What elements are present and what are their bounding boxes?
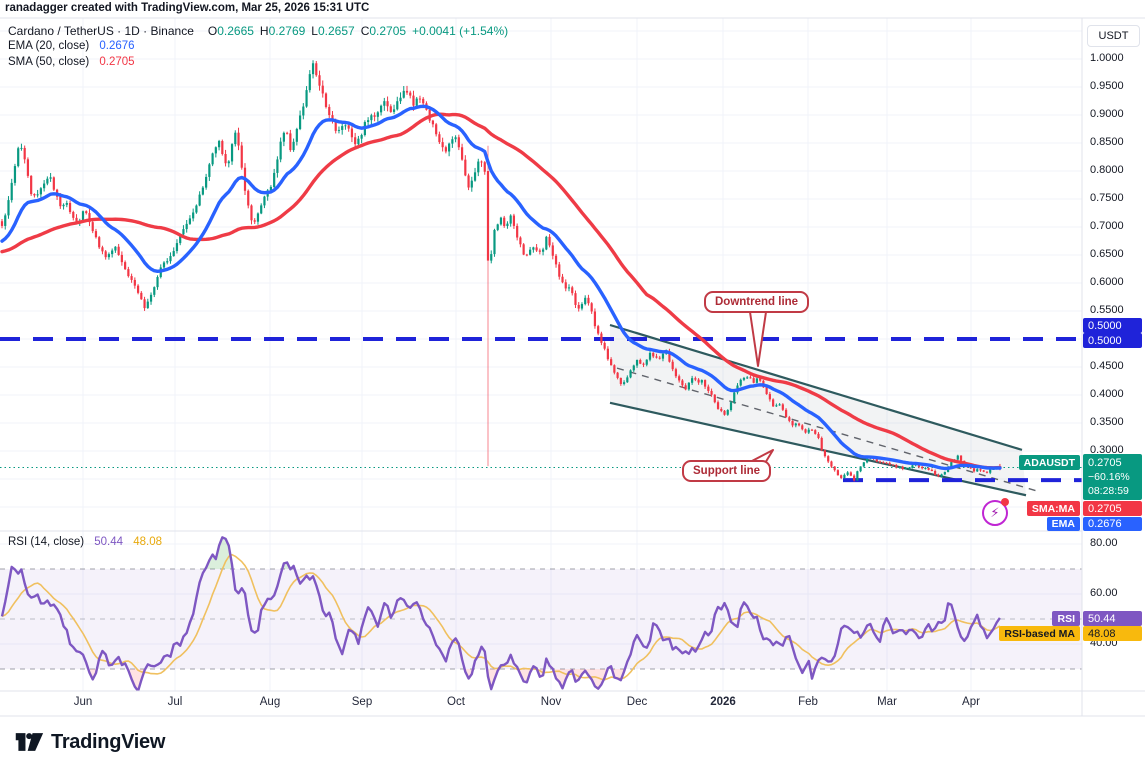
time-axis-label: Dec — [626, 696, 648, 708]
notification-dot-icon — [1001, 498, 1009, 506]
rsi-ma-axis-badge: 48.08 — [1083, 626, 1142, 641]
time-axis-label: Oct — [447, 696, 465, 708]
sma-chart-badge: SMA:MA — [1026, 501, 1080, 516]
rsi-tick-label: 60.00 — [1090, 587, 1118, 599]
level-price-badge-1: 0.5000 — [1083, 318, 1142, 333]
ema-value: 0.2676 — [99, 40, 135, 52]
time-axis-label: Feb — [798, 696, 818, 708]
level-price-badge-2: 0.5000 — [1083, 333, 1142, 348]
time-axis-label: Apr — [962, 696, 980, 708]
close-label: C — [360, 24, 370, 38]
price-tick-label: 0.8000 — [1090, 164, 1124, 176]
current-price-change: −60.16% — [1088, 471, 1130, 483]
close-value: 0.2705 — [369, 24, 407, 38]
attribution-text: ranadagger created with TradingView.com,… — [5, 2, 370, 14]
rsi-ma-chart-badge: RSI-based MA — [999, 626, 1080, 641]
tradingview-logo[interactable]: TradingView — [14, 729, 165, 755]
support-callout[interactable]: Support line — [682, 460, 772, 482]
rsi-legend[interactable]: RSI (14, close) 50.44 48.08 — [8, 536, 162, 548]
high-label: H — [259, 24, 269, 38]
ema-legend[interactable]: EMA (20, close) 0.2676 — [8, 40, 135, 52]
time-axis-label: Jun — [73, 696, 93, 708]
downtrend-callout[interactable]: Downtrend line — [704, 291, 810, 313]
price-tick-label: 0.9500 — [1090, 80, 1124, 92]
open-label: O — [207, 24, 218, 38]
tradingview-logo-icon — [15, 733, 44, 751]
change-value: +0.0041 (+1.54%) — [412, 24, 509, 38]
flash-event-icon[interactable]: ⚡ — [982, 500, 1008, 526]
price-tick-label: 0.6500 — [1090, 248, 1124, 260]
price-tick-label: 1.0000 — [1090, 52, 1124, 64]
ema-axis-badge: 0.2676 — [1083, 517, 1142, 531]
price-tick-label: 0.4500 — [1090, 360, 1124, 372]
time-axis-label: Jul — [167, 696, 183, 708]
time-axis-label: Aug — [259, 696, 281, 708]
price-tick-label: 0.4000 — [1090, 388, 1124, 400]
time-axis[interactable]: Jun Jul Aug Sep Oct Nov Dec 2026 Feb Mar Apr — [0, 691, 1082, 716]
ema-chart-badge: EMA — [1046, 517, 1080, 531]
rsi-label: RSI (14, close) — [8, 536, 85, 548]
low-label: L — [311, 24, 318, 38]
ema-label: EMA (20, close) — [8, 40, 90, 52]
time-axis-label: Mar — [877, 696, 897, 708]
price-tick-label: 0.7000 — [1090, 220, 1124, 232]
high-value: 0.2769 — [268, 24, 306, 38]
price-tick-label: 0.6000 — [1090, 276, 1124, 288]
symbol-legend[interactable]: Cardano / TetherUS · 1D · Binance O0.2665… — [8, 24, 508, 38]
brand-name: TradingView — [51, 730, 166, 753]
lightning-icon: ⚡ — [990, 505, 1000, 520]
symbol-title: Cardano / TetherUS · 1D · Binance — [8, 24, 194, 38]
rsi-axis-badge: 50.44 — [1083, 611, 1142, 626]
price-tick-label: 0.7500 — [1090, 192, 1124, 204]
current-price-value: 0.2705 — [1088, 457, 1122, 469]
price-tick-label: 0.3500 — [1090, 416, 1124, 428]
sma-label: SMA (50, close) — [8, 56, 90, 68]
open-value: 0.2665 — [217, 24, 254, 38]
rsi-ma-value: 48.08 — [133, 536, 163, 548]
bar-countdown: 08:28:59 — [1088, 485, 1129, 497]
price-tick-label: 0.3000 — [1090, 444, 1124, 456]
sma-value: 0.2705 — [99, 56, 135, 68]
price-tick-label: 0.8500 — [1090, 136, 1124, 148]
price-tick-label: 0.5500 — [1090, 304, 1124, 316]
price-axis[interactable]: USDT 1.0000 0.9500 0.9000 0.8500 0.8000 0.750… — [1082, 18, 1145, 716]
symbol-chart-badge: ADAUSDT — [1018, 455, 1080, 470]
rsi-tick-label: 80.00 — [1090, 537, 1118, 549]
low-value: 0.2657 — [317, 24, 355, 38]
price-tick-label: 0.9000 — [1090, 108, 1124, 120]
time-axis-label: 2026 — [710, 696, 736, 708]
time-axis-label: Nov — [540, 696, 562, 708]
rsi-value: 50.44 — [94, 536, 124, 548]
current-price-badge: 0.2705 −60.16% 08:28:59 — [1083, 454, 1142, 500]
time-axis-label: Sep — [351, 696, 373, 708]
sma-legend[interactable]: SMA (50, close) 0.2705 — [8, 56, 135, 68]
rsi-chart-badge: RSI — [1052, 611, 1080, 626]
currency-button[interactable]: USDT — [1087, 25, 1140, 47]
sma-axis-badge: 0.2705 — [1083, 501, 1142, 516]
